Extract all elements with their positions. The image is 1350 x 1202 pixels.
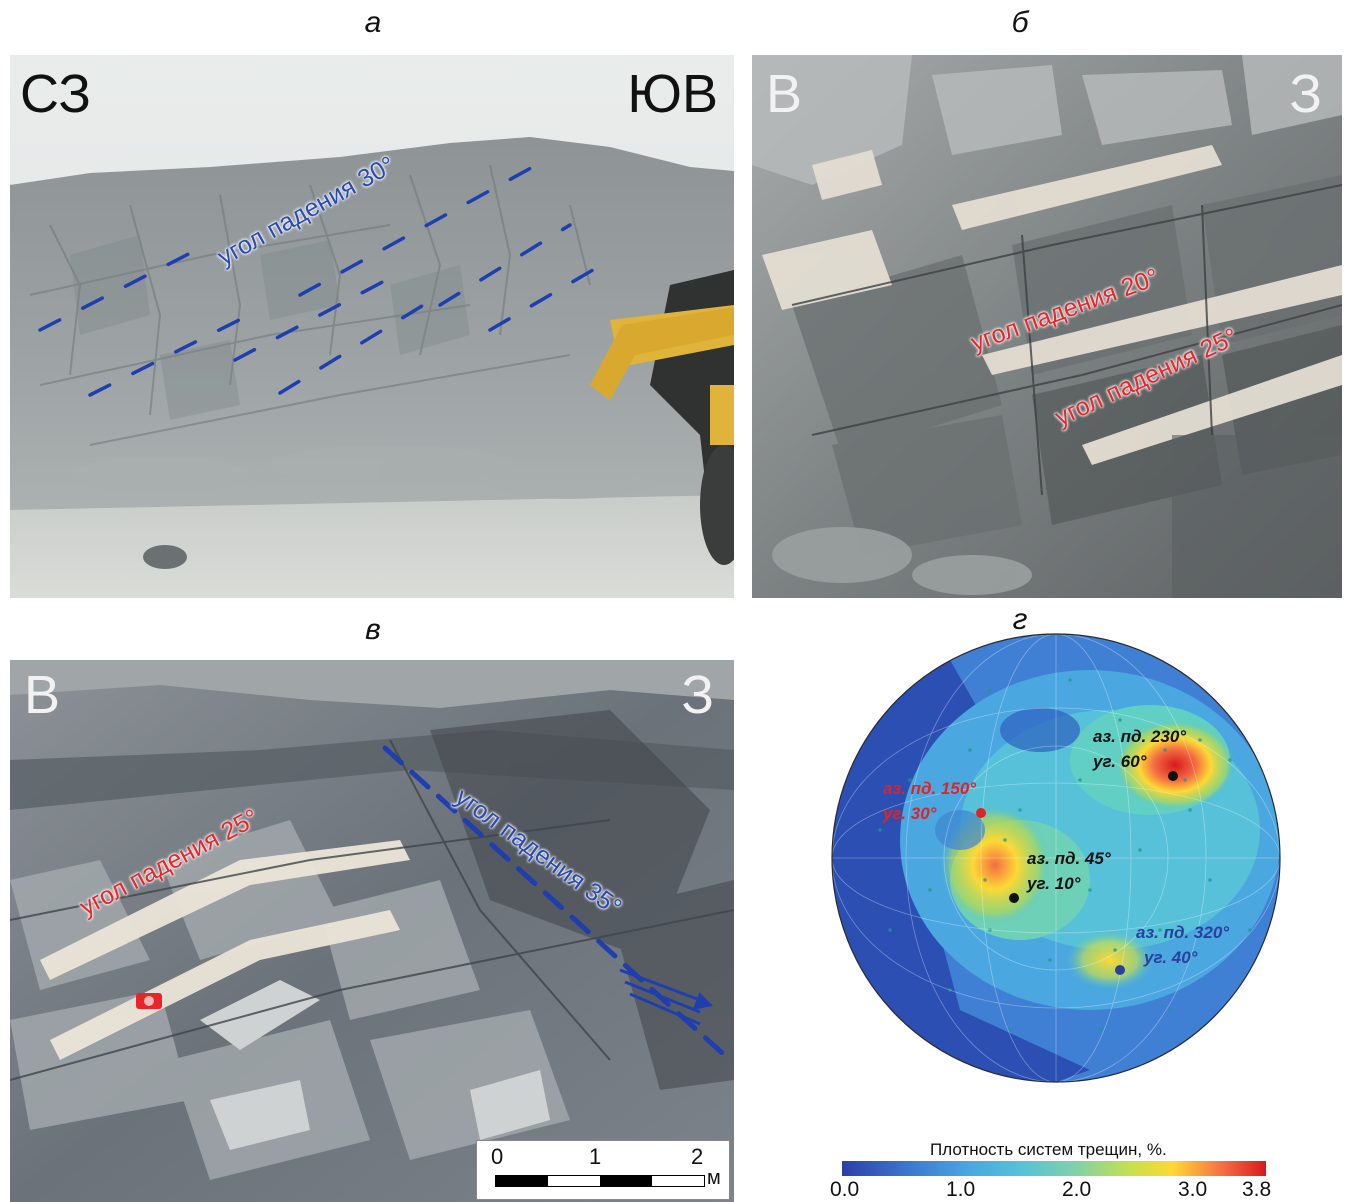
colorbar-tick-2: 2.0: [1062, 1178, 1092, 1201]
pole-label-230: аз. пд. 230° уг. 60°: [1093, 724, 1186, 774]
pole-label-45: аз. пд. 45° уг. 10°: [1027, 846, 1111, 896]
pole-label-150: аз. пд. 150° уг. 30°: [883, 776, 976, 826]
pole-label-320: аз. пд. 320° уг. 40°: [1136, 920, 1229, 970]
colorbar-tick-1: 1.0: [946, 1178, 976, 1201]
pole-label-45-azimuth: аз. пд. 45°: [1027, 849, 1111, 868]
panel-letter-b: б: [1011, 6, 1029, 39]
scale-tick-2: 2: [691, 1144, 704, 1169]
pole-label-230-dip: уг. 60°: [1093, 752, 1147, 771]
panel-letter-a: а: [364, 6, 382, 39]
quarry-wall-photo-a: [10, 55, 734, 598]
fault-line-c: [382, 745, 733, 1063]
photo-panel-c: В З угол падения 25° угол падения 35° 0 …: [10, 660, 734, 1202]
photo-panel-b: В З угол падения 20° угол падения 25°: [752, 55, 1342, 598]
colorbar-tick-3: 3.0: [1178, 1178, 1208, 1201]
pole-label-150-dip: уг. 30°: [883, 804, 937, 823]
pole-marker-45: [1009, 893, 1019, 903]
shear-arrows: [619, 968, 714, 1026]
colorbar-tick-0: 0.0: [830, 1178, 860, 1201]
scale-segments: [495, 1175, 705, 1187]
direction-label-left-a: СЗ: [20, 64, 92, 124]
scale-bar: 0 1 2 м: [476, 1140, 730, 1200]
direction-label-right-c: З: [681, 665, 714, 725]
scale-unit: м: [707, 1167, 721, 1189]
boulder: [143, 545, 187, 569]
pole-label-230-azimuth: аз. пд. 230°: [1093, 727, 1187, 746]
pole-label-320-dip: уг. 40°: [1144, 948, 1198, 967]
truck: [590, 270, 734, 565]
bedding-lines-a: [38, 161, 612, 397]
panel-letter-c: в: [365, 613, 381, 646]
direction-label-left-c: В: [24, 665, 61, 725]
stereonet-panel: аз. пд. 230° уг. 60° аз. пд. 150° уг. 30…: [790, 630, 1330, 1202]
rock-outcrop-photo-b: [752, 55, 1342, 598]
camera-icon: [136, 993, 162, 1009]
pole-label-45-dip: уг. 10°: [1027, 874, 1081, 893]
pole-marker-320: [1115, 965, 1125, 975]
pole-points: [878, 678, 1252, 1032]
photo-panel-a: СЗ ЮВ угол падения 30°: [10, 55, 734, 598]
scale-tick-1: 1: [589, 1144, 602, 1169]
scale-tick-0: 0: [491, 1144, 504, 1169]
panel-letter-d: г: [1012, 603, 1028, 636]
direction-label-right-a: ЮВ: [627, 64, 718, 124]
pole-label-320-azimuth: аз. пд. 320°: [1136, 923, 1230, 942]
rock-wall-photo-c: [10, 660, 734, 1202]
colorbar: [842, 1161, 1266, 1176]
colorbar-title: Плотность систем трещин, %.: [930, 1140, 1167, 1159]
pole-marker-230: [1168, 771, 1178, 781]
pole-marker-150: [976, 808, 986, 818]
colorbar-tick-4: 3.8: [1242, 1178, 1272, 1201]
pole-label-150-azimuth: аз. пд. 150°: [883, 779, 977, 798]
direction-label-right-b: З: [1289, 64, 1322, 124]
stereonet: [831, 633, 1281, 1083]
direction-label-left-b: В: [766, 64, 803, 124]
